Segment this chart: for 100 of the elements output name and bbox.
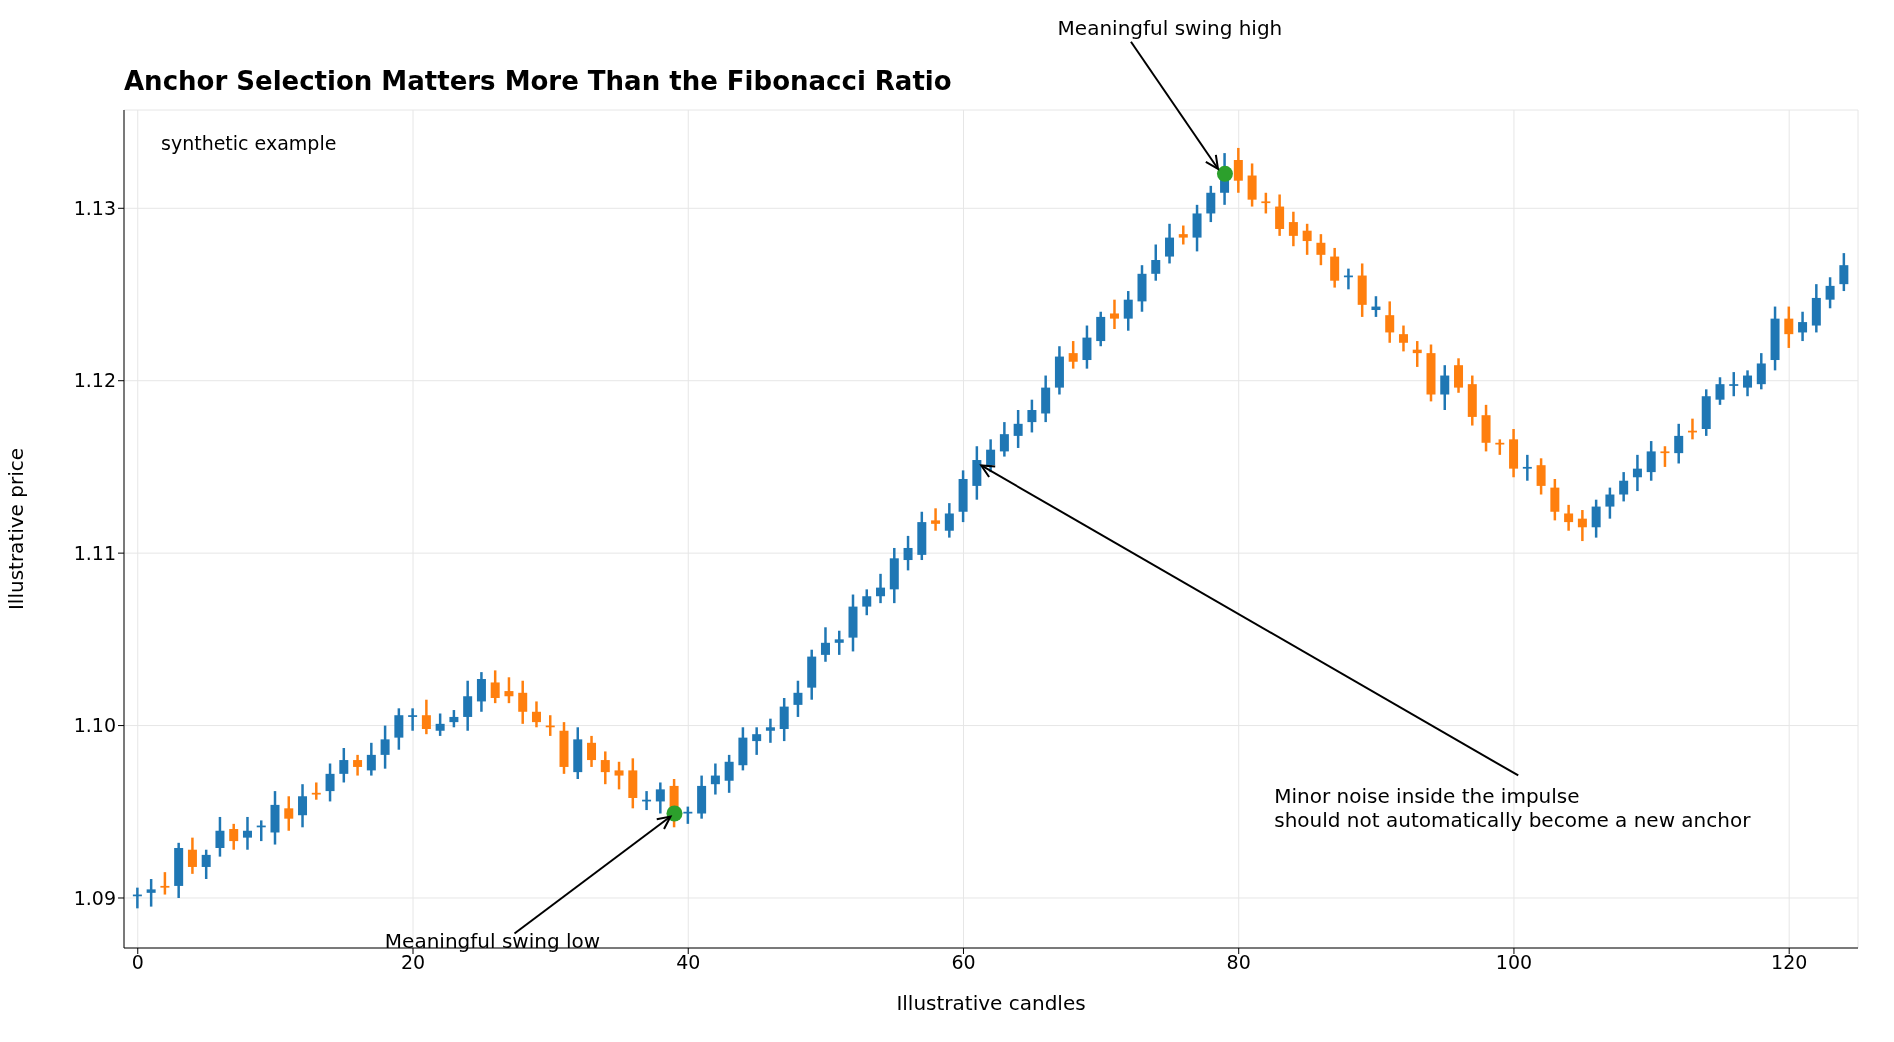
candlestick — [1261, 191, 1271, 215]
candlestick — [380, 724, 390, 770]
candlestick — [1605, 486, 1615, 520]
candlestick — [1564, 503, 1574, 532]
candlestick — [752, 726, 762, 757]
y-tick-label: 1.09 — [73, 886, 116, 909]
candlestick — [518, 679, 528, 726]
candlestick — [1440, 363, 1450, 412]
candlestick — [1839, 251, 1849, 293]
x-tick-label: 0 — [131, 951, 144, 974]
candlestick — [1646, 439, 1656, 482]
candlestick — [1233, 146, 1243, 195]
candlestick — [587, 734, 597, 769]
candlestick — [1398, 324, 1408, 353]
candlestick — [1178, 224, 1188, 246]
candlestick — [1275, 193, 1285, 238]
candlestick — [944, 501, 954, 539]
candlestick — [765, 717, 775, 745]
x-tick-label: 100 — [1495, 951, 1533, 974]
candlestick — [435, 712, 445, 738]
candlestick — [779, 696, 789, 743]
candlestick — [1454, 357, 1464, 395]
annotation: Minor noise inside the impulse should not automatically become a new anchor — [1274, 784, 1752, 833]
candlestick — [1619, 470, 1629, 503]
candlestick — [1825, 276, 1835, 310]
candlestick — [1660, 444, 1670, 469]
candlestick — [284, 795, 294, 832]
candlestick — [531, 700, 541, 729]
candlestick — [1288, 210, 1298, 248]
candlestick — [311, 781, 321, 801]
candlestick — [1577, 508, 1587, 543]
candlestick — [490, 669, 500, 705]
candlestick — [862, 588, 872, 617]
candlestick — [614, 760, 624, 791]
y-tick-label: 1.12 — [73, 369, 116, 392]
candlestick — [187, 836, 197, 876]
x-axis-title: Illustrative candles — [896, 991, 1086, 1015]
candlestick — [215, 815, 225, 858]
candlestick — [325, 762, 335, 803]
candlestick — [408, 707, 418, 732]
candlestick — [1302, 222, 1312, 257]
candlestick — [710, 762, 720, 796]
candlestick — [1591, 498, 1601, 539]
candlestick — [1743, 369, 1753, 398]
candlestick — [1165, 222, 1175, 265]
candlestick — [1027, 398, 1037, 434]
candlestick — [876, 572, 886, 605]
annotation: synthetic example — [161, 132, 337, 154]
candlestick — [986, 438, 996, 474]
candlestick — [201, 848, 211, 881]
candlestick — [600, 750, 610, 786]
y-tick-label: 1.10 — [73, 714, 116, 737]
candlestick — [834, 629, 844, 657]
candlestick — [1674, 422, 1684, 465]
candlestick — [1082, 324, 1092, 370]
candlestick — [1206, 184, 1216, 224]
candlestick — [1013, 408, 1023, 450]
y-axis-title: Illustrative price — [4, 447, 29, 611]
annotation: Meaningful swing low — [384, 928, 601, 953]
candlestick — [1522, 453, 1532, 482]
candlestick — [146, 877, 156, 908]
candlestick — [793, 679, 803, 719]
chart-title: Anchor Selection Matters More Than the Fibonacci Ratio — [124, 66, 952, 96]
candlestick — [1784, 305, 1794, 350]
candlestick — [1756, 351, 1766, 391]
candlestick — [1715, 376, 1725, 407]
y-tick-label: 1.11 — [73, 541, 116, 564]
candlestick — [353, 753, 363, 777]
candlestick — [1729, 370, 1739, 398]
candlestick — [1151, 243, 1161, 282]
candlestick — [229, 822, 239, 851]
x-tick-label: 60 — [951, 951, 976, 974]
candlestick — [1316, 232, 1326, 267]
candlestick — [903, 534, 913, 572]
candlestick — [394, 707, 404, 751]
candlestick — [999, 420, 1009, 458]
candlestick — [1536, 457, 1546, 496]
y-tick-label: 1.13 — [73, 197, 116, 220]
candlestick — [421, 698, 431, 736]
x-tick-label: 80 — [1226, 951, 1251, 974]
candlestick — [1109, 298, 1119, 331]
candlestick — [298, 782, 308, 829]
candlestick — [1385, 300, 1395, 345]
candlestick — [339, 746, 349, 784]
candlestick — [476, 670, 486, 714]
candlestick — [160, 870, 170, 896]
x-tick-label: 120 — [1771, 951, 1808, 974]
annotation: Meaningful swing high — [1057, 15, 1283, 40]
candlestick — [242, 815, 252, 851]
candlestick — [931, 507, 941, 532]
candlestick — [655, 781, 665, 815]
candlestick — [366, 741, 376, 777]
x-tick-label: 20 — [400, 951, 426, 974]
candlestick — [724, 753, 734, 795]
candlestick — [1632, 453, 1642, 493]
candlestick — [1123, 289, 1133, 332]
candlestick — [463, 679, 473, 732]
x-tick-label: 40 — [676, 951, 701, 974]
candlestick — [1798, 310, 1808, 343]
candlestick — [1068, 339, 1078, 370]
